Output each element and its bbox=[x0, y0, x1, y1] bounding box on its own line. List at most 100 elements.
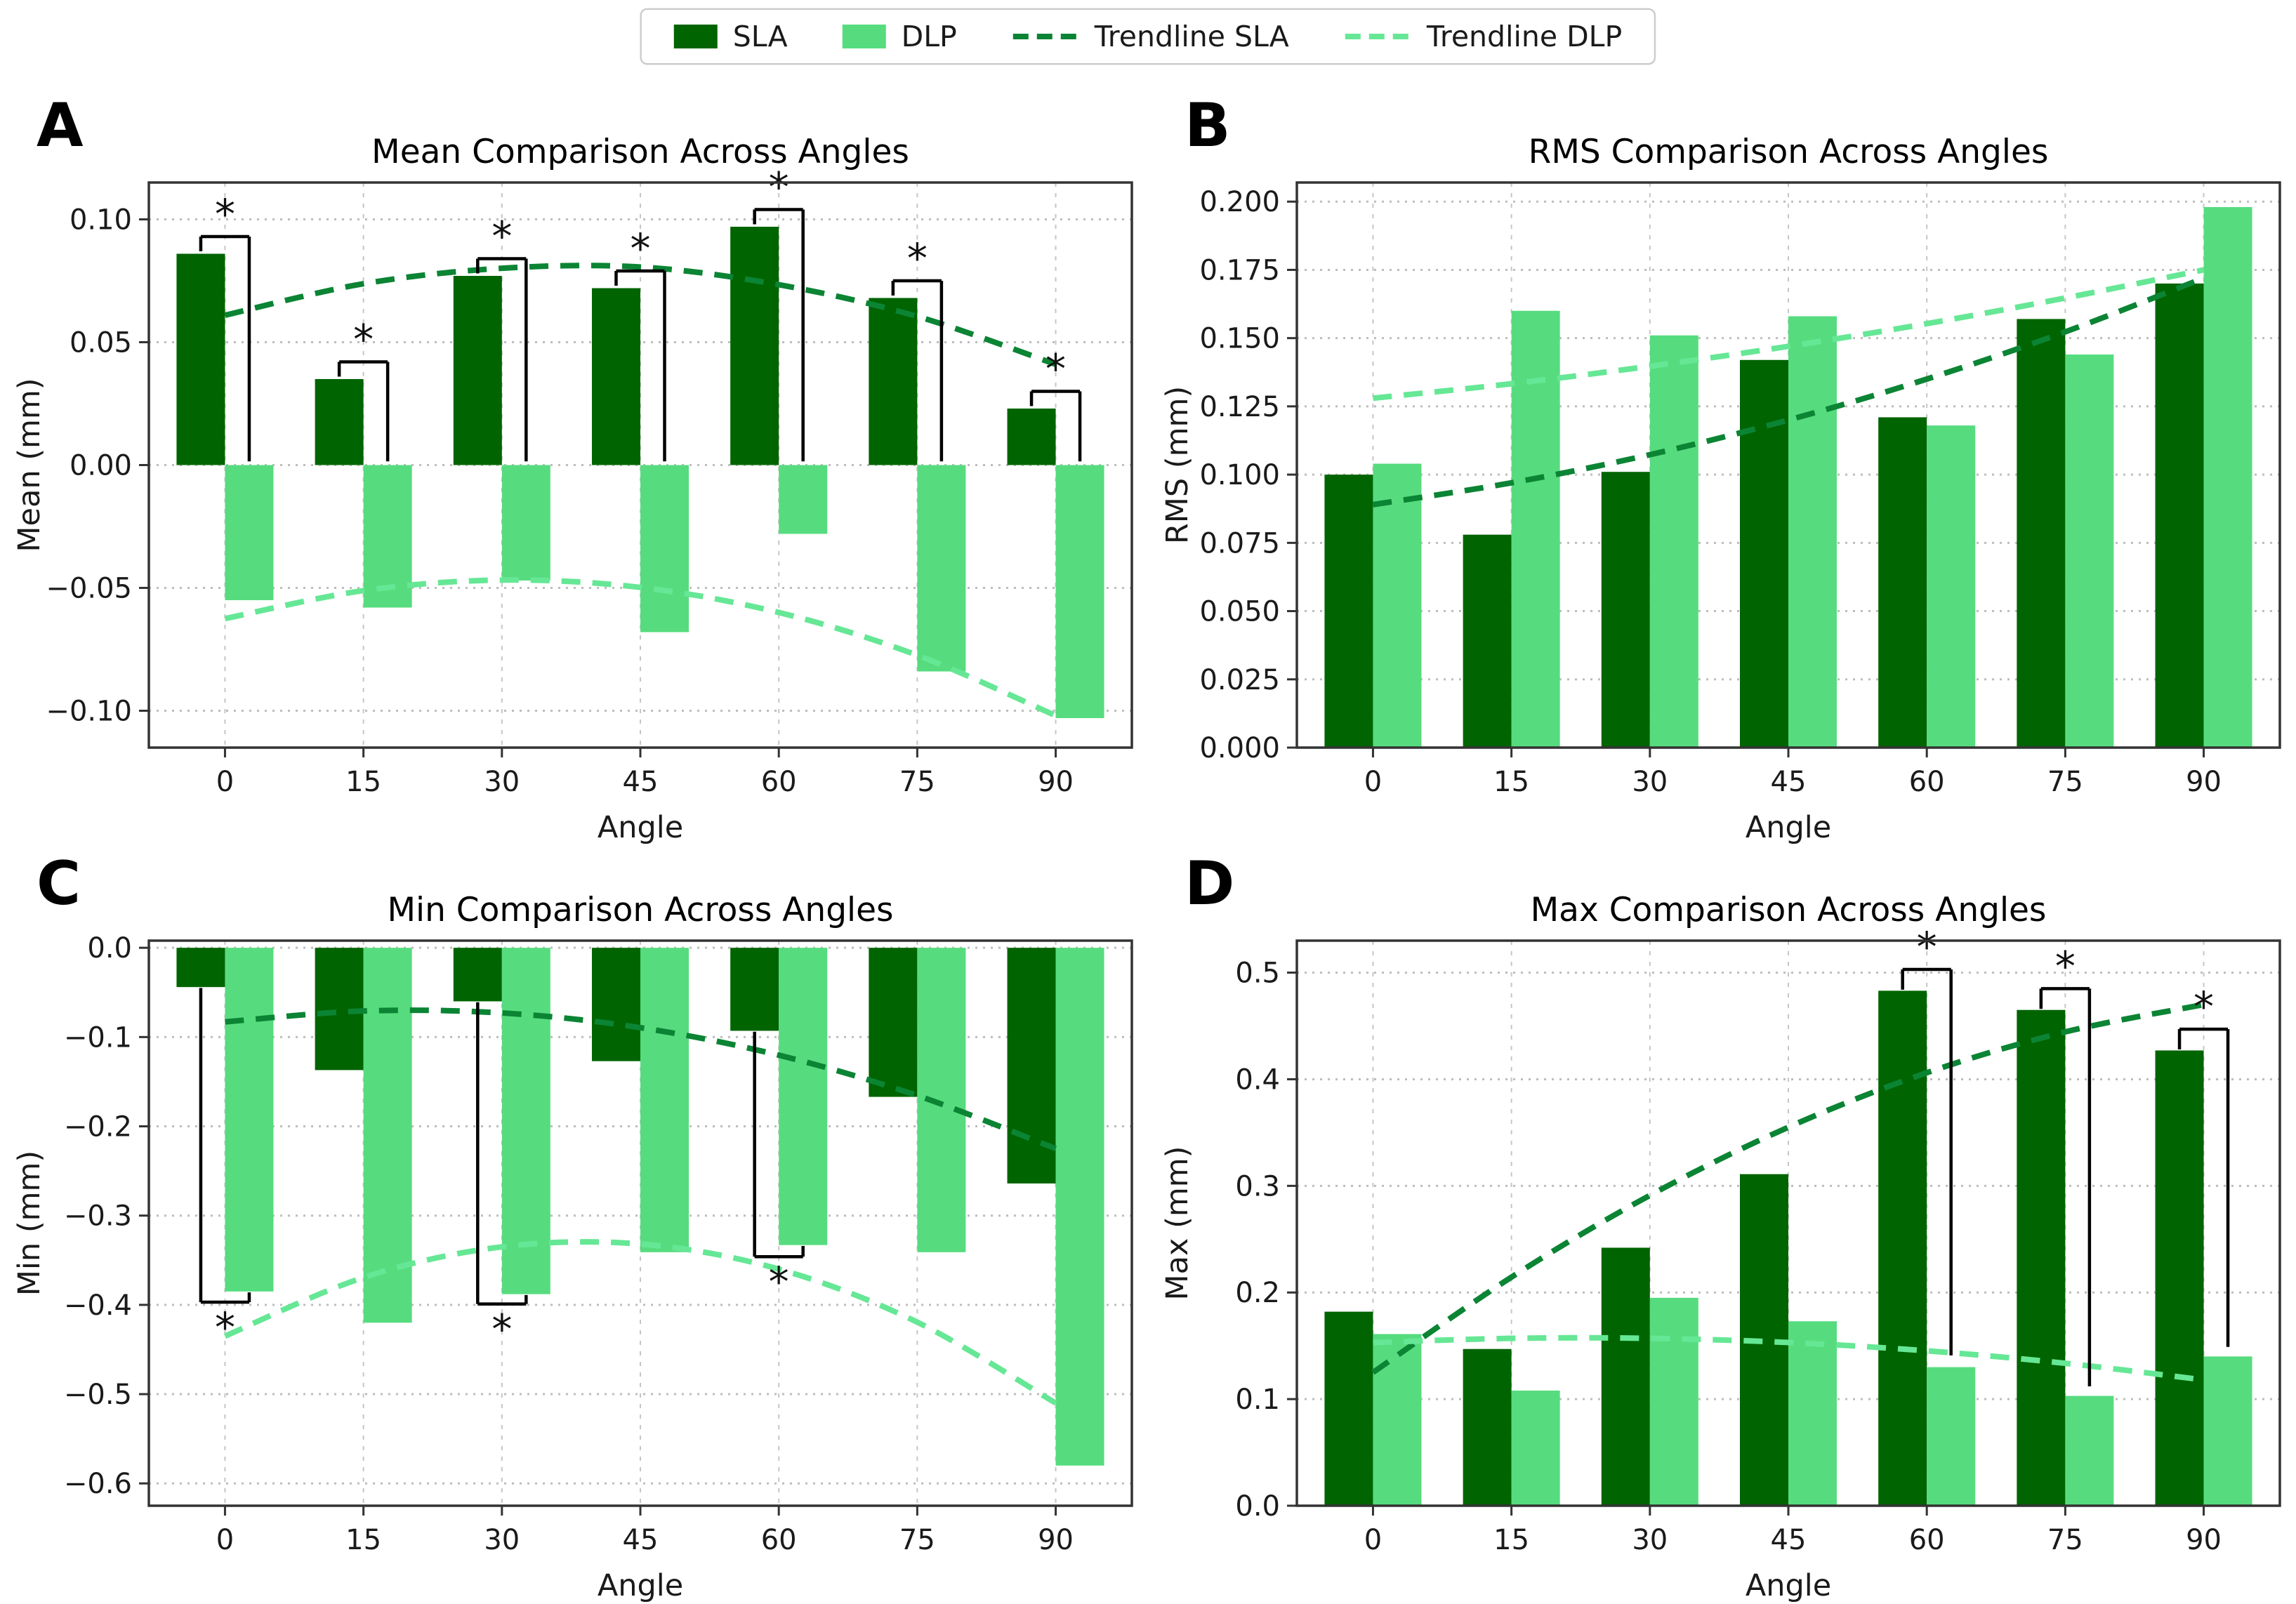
trendline-sla bbox=[225, 1007, 1057, 1152]
y-tick-label: −0.4 bbox=[64, 1290, 132, 1322]
significance-asterisk: * bbox=[907, 234, 928, 282]
legend-item-trendline-sla: Trendline SLA bbox=[1012, 20, 1289, 53]
bar-sla-60 bbox=[1878, 990, 1927, 1506]
bar-dlp-15 bbox=[363, 465, 412, 608]
y-tick-label: 0.175 bbox=[1199, 254, 1280, 286]
bar-dlp-90 bbox=[2203, 1356, 2252, 1506]
trendline-sla bbox=[1372, 275, 2205, 508]
legend-swatch-dashed-line bbox=[1345, 34, 1410, 39]
x-axis-label: Angle bbox=[1746, 810, 1831, 845]
significance-asterisk: * bbox=[769, 164, 789, 211]
y-axis-label: RMS (mm) bbox=[1160, 386, 1195, 544]
legend-swatch-patch bbox=[673, 25, 718, 48]
bar-dlp-75 bbox=[917, 465, 966, 672]
legend-item-dlp: DLP bbox=[842, 20, 957, 53]
panel-C-chart: * * * 0.0 −0.1 −0.2 −0.3 −0.4 −0.5 −0.6 0 15 30 45 60 7… bbox=[12, 891, 1133, 1603]
significance-asterisk: * bbox=[215, 190, 235, 238]
significance-asterisk: * bbox=[1917, 923, 1937, 971]
sig-bracket-30: * bbox=[476, 213, 528, 462]
sig-bracket-60: * bbox=[753, 164, 805, 462]
x-tick-label: 75 bbox=[2047, 1524, 2083, 1556]
trendline-sla bbox=[224, 263, 1057, 367]
panel-D-chart: * * * 0.5 0.4 0.3 0.2 0.1 0.0 0 15 30 45 60 75 90 Max Co… bbox=[1160, 891, 2281, 1603]
y-tick-label: 0.3 bbox=[1235, 1170, 1280, 1202]
bar-dlp-60 bbox=[1927, 425, 1976, 748]
significance-asterisk: * bbox=[769, 1258, 789, 1306]
x-tick-label: 15 bbox=[345, 766, 381, 798]
bar-dlp-30 bbox=[1649, 335, 1698, 748]
sig-bracket-45: * bbox=[614, 225, 666, 462]
bar-dlp-0 bbox=[225, 465, 274, 600]
x-tick-label: 15 bbox=[345, 1524, 381, 1556]
y-tick-label: 0.200 bbox=[1199, 186, 1280, 218]
sig-bracket-60: * bbox=[753, 1031, 805, 1306]
y-axis-label: Min (mm) bbox=[12, 1151, 47, 1296]
bar-dlp-60 bbox=[779, 465, 828, 534]
x-tick-label: 45 bbox=[1771, 1524, 1807, 1556]
bar-dlp-45 bbox=[1788, 316, 1838, 748]
bar-sla-90 bbox=[2155, 283, 2204, 748]
panel-label-B: B bbox=[1185, 91, 1231, 161]
y-tick-label: −0.2 bbox=[64, 1111, 132, 1144]
sig-bracket-30: * bbox=[476, 1002, 528, 1353]
panel-A: A * * * * * * * 0.10 0.05 0.00 −0.05 −0.10 0 15 30 45 60… bbox=[0, 84, 1148, 846]
bar-dlp-90 bbox=[2203, 207, 2252, 748]
x-tick-label: 0 bbox=[1364, 1524, 1382, 1556]
legend-item-sla: SLA bbox=[673, 20, 788, 53]
significance-asterisk: * bbox=[2193, 983, 2214, 1030]
bar-sla-30 bbox=[1601, 472, 1650, 748]
panel-title: Max Comparison Across Angles bbox=[1531, 891, 2047, 929]
y-tick-label: 0.075 bbox=[1199, 527, 1280, 559]
significance-asterisk: * bbox=[1045, 345, 1066, 393]
sig-bracket-90: * bbox=[2177, 983, 2230, 1347]
bar-dlp-45 bbox=[640, 465, 690, 632]
sig-bracket-0: * bbox=[199, 988, 251, 1351]
x-tick-label: 45 bbox=[623, 1524, 659, 1556]
significance-asterisk: * bbox=[2055, 942, 2076, 990]
panel-label-D: D bbox=[1185, 849, 1235, 919]
bar-sla-0 bbox=[1324, 1311, 1373, 1506]
panel-title: Mean Comparison Across Angles bbox=[371, 133, 909, 171]
y-tick-label: 0.125 bbox=[1199, 391, 1280, 423]
bar-dlp-75 bbox=[2065, 1396, 2114, 1506]
x-tick-label: 30 bbox=[1632, 766, 1668, 798]
x-tick-label: 30 bbox=[484, 1524, 520, 1556]
y-axis-label: Mean (mm) bbox=[12, 378, 47, 552]
x-tick-label: 30 bbox=[484, 766, 520, 798]
bar-sla-90 bbox=[2155, 1050, 2204, 1506]
x-tick-label: 90 bbox=[2186, 766, 2222, 798]
legend-swatch-patch bbox=[842, 25, 886, 48]
y-tick-label: −0.6 bbox=[64, 1468, 132, 1500]
x-tick-label: 60 bbox=[761, 1524, 797, 1556]
y-axis-label: Max (mm) bbox=[1160, 1146, 1195, 1301]
bar-dlp-75 bbox=[2065, 354, 2114, 748]
sig-bracket-75: * bbox=[2039, 942, 2092, 1386]
y-tick-label: 0.050 bbox=[1199, 596, 1280, 628]
bar-dlp-60 bbox=[1927, 1367, 1976, 1506]
bar-sla-90 bbox=[1007, 409, 1056, 465]
bar-sla-45 bbox=[591, 288, 640, 465]
bar-dlp-45 bbox=[640, 948, 690, 1252]
y-tick-label: 0.2 bbox=[1235, 1277, 1280, 1309]
trendline-dlp bbox=[223, 1239, 1057, 1406]
significance-asterisk: * bbox=[353, 316, 374, 364]
bar-dlp-15 bbox=[1511, 1390, 1560, 1506]
x-tick-label: 75 bbox=[899, 766, 935, 798]
y-tick-label: −0.10 bbox=[46, 696, 132, 728]
x-tick-label: 15 bbox=[1493, 1524, 1529, 1556]
bar-sla-60 bbox=[1878, 417, 1927, 748]
bar-sla-45 bbox=[1739, 359, 1788, 748]
x-tick-label: 60 bbox=[1909, 766, 1945, 798]
legend-label: DLP bbox=[901, 20, 957, 53]
panel-C: C * * * 0.0 −0.1 −0.2 −0.3 −0.4 −0.5 −0.6 0 15 30 45 6… bbox=[0, 842, 1148, 1604]
x-axis-label: Angle bbox=[598, 1568, 683, 1603]
sig-bracket-90: * bbox=[1029, 345, 1082, 462]
y-tick-label: −0.05 bbox=[46, 573, 132, 605]
bar-dlp-15 bbox=[1511, 310, 1560, 748]
bar-dlp-90 bbox=[1055, 948, 1104, 1466]
bar-sla-30 bbox=[1601, 1247, 1650, 1506]
y-tick-label: 0.025 bbox=[1199, 664, 1280, 696]
bar-sla-45 bbox=[591, 948, 640, 1061]
bar-dlp-30 bbox=[501, 465, 550, 581]
